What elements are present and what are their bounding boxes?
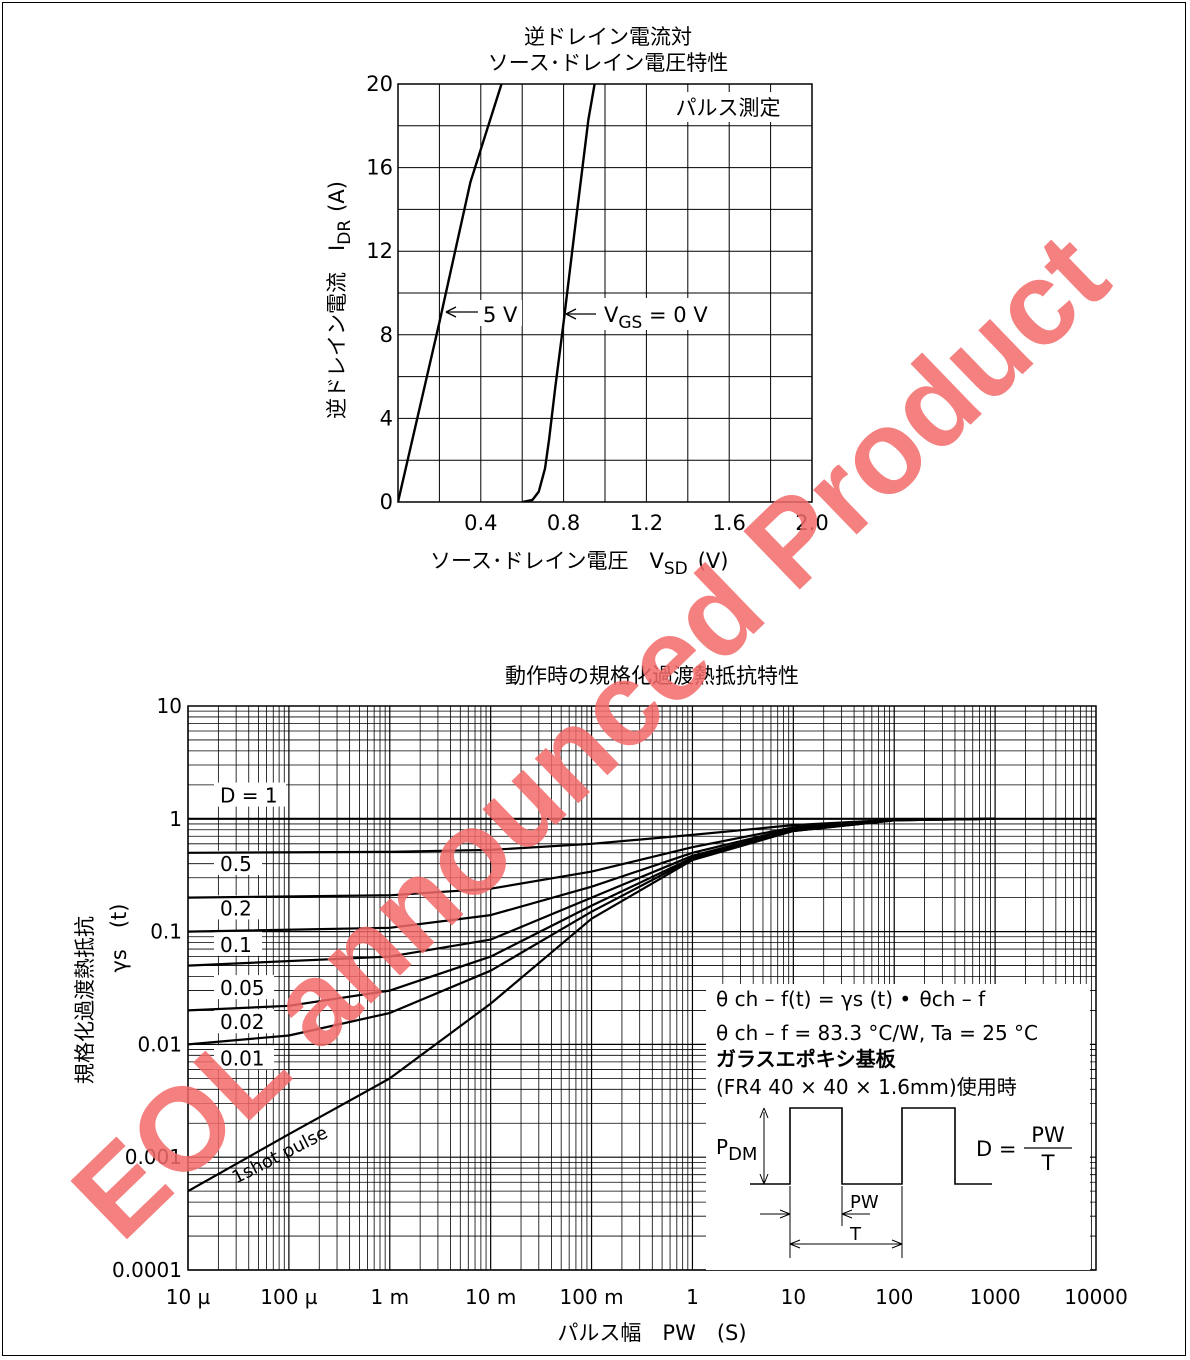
x-tick-label: 0.8 <box>547 511 580 535</box>
series-label-bg <box>214 782 286 807</box>
arrow-head-icon <box>445 306 457 318</box>
series-label: 0.1 <box>220 933 252 957</box>
arrow-head-icon <box>779 1209 791 1219</box>
arrow-head-icon <box>565 308 577 320</box>
label-5v-bg <box>476 300 522 326</box>
series-label-vgs: VGS = 0 V <box>604 303 708 333</box>
series-line <box>521 84 596 502</box>
legend-box <box>706 984 1090 1270</box>
chart-title-line-2: ソース･ドレイン電圧特性 <box>488 51 728 75</box>
series-label: D = 1 <box>220 784 278 808</box>
series-label: 0.2 <box>220 896 252 920</box>
x-tick-label: 10 µ <box>166 1285 211 1309</box>
watermark-text: EOL announced Product <box>48 209 1133 1263</box>
y-tick-label: 0.1 <box>150 920 182 944</box>
note-background <box>664 92 796 122</box>
series-label: 0.5 <box>220 852 252 876</box>
x-tick-label: 10 m <box>465 1285 516 1309</box>
reverse-drain-current-chart: 逆ドレイン電流対 ソース･ドレイン電圧特性 0 4 8 12 16 20 0.4 0.8 1.… <box>325 25 829 579</box>
y-axis-label-2-text: γs (t) <box>107 904 131 973</box>
y-tick-label: 20 <box>366 72 393 96</box>
x-tick-label: 0.4 <box>464 511 497 535</box>
y-tick-label: 0.01 <box>137 1032 182 1056</box>
x-tick-label: 1 <box>686 1285 699 1309</box>
plot-border <box>397 83 813 503</box>
duty-eq-label: D = <box>976 1137 1016 1161</box>
x-tick-label: 1.6 <box>712 511 745 535</box>
legend-line-4: (FR4 40 × 40 × 1.6mm)使用時 <box>716 1075 1017 1099</box>
x-tick-label: 1 m <box>370 1285 409 1309</box>
duty-numerator: PW <box>1031 1123 1065 1147</box>
series-line <box>398 84 503 502</box>
series-label-bg <box>214 931 262 956</box>
series-label-bg <box>214 850 262 875</box>
series-label-5v: 5 V <box>483 303 518 327</box>
y-tick-label: 0.001 <box>125 1145 182 1169</box>
y-tick-label: 4 <box>380 406 393 430</box>
series-line <box>188 817 996 1193</box>
x-tick-label: 10 <box>781 1285 806 1309</box>
x-tick-labels: 10 µ 100 µ 1 m 10 m 100 m 1 10 100 1000 10000 <box>166 1285 1128 1309</box>
x-tick-label: 1.2 <box>630 511 663 535</box>
legend-line-1: θ ch – f(t) = γs (t) • θch – f <box>716 987 986 1011</box>
series-label-bg <box>214 1045 274 1070</box>
series-label-bg <box>214 975 274 1000</box>
series-label-bg <box>214 895 262 920</box>
arrow-head-icon <box>789 1239 903 1249</box>
y-tick-label: 0 <box>380 490 393 514</box>
pw-label: PW <box>850 1192 879 1213</box>
label-vgs-bg <box>598 298 724 330</box>
series-label-bg <box>214 1009 274 1034</box>
svg-text:逆ドレイン電流 IDR(A): 逆ドレイン電流 IDR(A) <box>325 181 355 419</box>
series-label: 0.05 <box>220 976 265 1000</box>
pulse-measurement-note: パルス測定 <box>676 96 781 120</box>
plot-grid <box>397 83 813 503</box>
y-tick-label: 12 <box>366 239 393 263</box>
series-lines <box>398 84 596 502</box>
pdm-label: PDM <box>716 1135 757 1165</box>
series-lines <box>188 817 1096 1193</box>
y-tick-labels: 10 1 0.1 0.01 0.001 0.0001 <box>112 694 182 1282</box>
series-label: 0.02 <box>220 1010 265 1034</box>
y-tick-label: 1 <box>169 807 182 831</box>
y-axis-label: 規格化過渡熱抵抗 <box>73 916 97 1084</box>
x-tick-label: 100 m <box>560 1285 624 1309</box>
series-label: 0.01 <box>220 1046 265 1070</box>
x-axis-label: パルス幅 PW (S) <box>557 1321 746 1345</box>
x-tick-label: 100 <box>875 1285 913 1309</box>
legend-line-3: ガラスエポキシ基板 <box>716 1047 897 1071</box>
x-axis-label: ソース･ドレイン電圧 VSD (V) <box>430 549 728 579</box>
chart-title-line-1: 逆ドレイン電流対 <box>524 25 692 49</box>
pulse-waveform <box>750 1107 992 1185</box>
x-tick-label: 10000 <box>1064 1285 1128 1309</box>
y-tick-labels: 0 4 8 12 16 20 <box>366 72 393 514</box>
t-label: T <box>849 1224 862 1245</box>
y-axis-label-2: γs (t) <box>107 904 131 973</box>
x-tick-label: 100 µ <box>260 1285 318 1309</box>
legend-line-2: θ ch – f = 83.3 °C/W, Ta = 25 °C <box>716 1021 1038 1045</box>
y-axis-label: 逆ドレイン電流 IDR(A) <box>325 181 355 419</box>
y-tick-label: 8 <box>380 323 393 347</box>
duty-denominator: T <box>1041 1151 1055 1175</box>
plot-border <box>187 705 1097 1271</box>
y-tick-label: 16 <box>366 156 393 180</box>
arrow-head-icon <box>759 1107 769 1185</box>
x-tick-label: 1000 <box>970 1285 1021 1309</box>
y-tick-label: 10 <box>157 694 182 718</box>
x-tick-labels: 0.4 0.8 1.2 1.6 2.0 <box>464 511 829 535</box>
y-tick-label: 0.0001 <box>112 1258 182 1282</box>
y-axis-label-1: 規格化過渡熱抵抗 <box>73 916 97 1084</box>
arrow-head-icon <box>841 1209 853 1219</box>
chart-title: 動作時の規格化過渡熱抵抗特性 <box>505 664 799 688</box>
x-tick-label: 2.0 <box>795 511 828 535</box>
series-label-backgrounds <box>214 782 286 1070</box>
